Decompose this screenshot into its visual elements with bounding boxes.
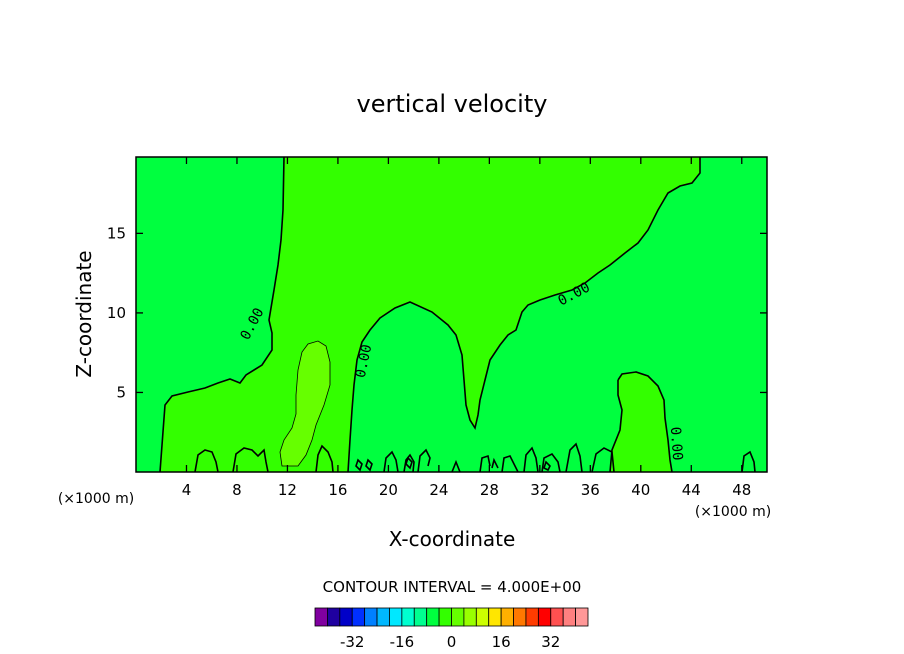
colorbar	[314, 607, 589, 627]
updraft-region	[160, 157, 700, 472]
colorbar-swatch	[438, 607, 452, 627]
x-tick-label: 48	[732, 481, 751, 499]
colorbar-swatch	[451, 607, 465, 627]
x-tick-label: 16	[328, 481, 347, 499]
contour-field: 0.00 0.00 0.00 0.00	[136, 157, 767, 472]
x-tick-label: 12	[278, 481, 297, 499]
y-axis: 5 10 15	[107, 224, 767, 401]
y-tick-label: 15	[107, 224, 126, 242]
colorbar-swatch	[513, 607, 527, 627]
x-tick-label: 32	[530, 481, 549, 499]
y-tick-label: 10	[107, 304, 126, 322]
colorbar-swatch	[488, 607, 502, 627]
colorbar-tick-label: 32	[541, 633, 560, 651]
contour-label-2: 0.00	[353, 343, 376, 379]
zero-contours	[159, 157, 756, 472]
contour-label-4: 0.00	[667, 426, 685, 461]
colorbar-ticks: -32 -16 0 16 32	[340, 633, 560, 651]
x-tick-label: 24	[429, 481, 448, 499]
x-tick-label: 44	[682, 481, 701, 499]
colorbar-swatch	[562, 607, 576, 627]
colorbar-swatch	[413, 607, 428, 627]
colorbar-swatch	[389, 607, 403, 627]
colorbar-swatch	[475, 607, 490, 627]
x-axis-label: X-coordinate	[389, 527, 516, 551]
updraft-region-right	[610, 372, 672, 472]
x-tick-label: 20	[379, 481, 398, 499]
colorbar-swatch	[364, 607, 378, 627]
colorbar-tick-label: -32	[340, 633, 365, 651]
x-tick-label: 40	[631, 481, 650, 499]
x-tick-label: 28	[480, 481, 499, 499]
colorbar-swatch	[500, 607, 514, 627]
colorbar-tick-label: -16	[390, 633, 415, 651]
y-axis-label: Z-coordinate	[72, 250, 96, 377]
core-region	[280, 341, 330, 466]
colorbar-swatch	[426, 607, 440, 627]
colorbar-swatch	[537, 607, 552, 627]
colorbar-swatch	[525, 607, 539, 627]
colorbar-swatch	[463, 607, 477, 627]
colorbar-swatch	[550, 607, 564, 627]
colorbar-swatch	[575, 607, 589, 627]
y-tick-label: 5	[116, 383, 126, 401]
plot-frame	[135, 156, 768, 473]
x-tick-label: 4	[182, 481, 192, 499]
x-axis: 4 8 12 16 20 24 28 32 36 40 44 48	[182, 157, 751, 499]
chart-title: vertical velocity	[357, 90, 548, 118]
x-unit-left: (×1000 m)	[58, 491, 134, 507]
colorbar-swatch	[339, 607, 353, 627]
colorbar-swatch	[327, 607, 341, 627]
colorbar-tick-label: 0	[447, 633, 457, 651]
x-tick-label: 8	[232, 481, 242, 499]
colorbar-swatch	[314, 607, 328, 627]
core-contour	[279, 340, 331, 467]
x-tick-label: 36	[581, 481, 600, 499]
colorbar-swatch	[351, 607, 366, 627]
colorbar-swatch	[401, 607, 415, 627]
colorbar-tick-label: 16	[492, 633, 511, 651]
x-unit-right: (×1000 m)	[695, 504, 771, 520]
contour-interval-text: CONTOUR INTERVAL = 4.000E+00	[323, 578, 582, 596]
colorbar-swatch	[376, 607, 390, 627]
